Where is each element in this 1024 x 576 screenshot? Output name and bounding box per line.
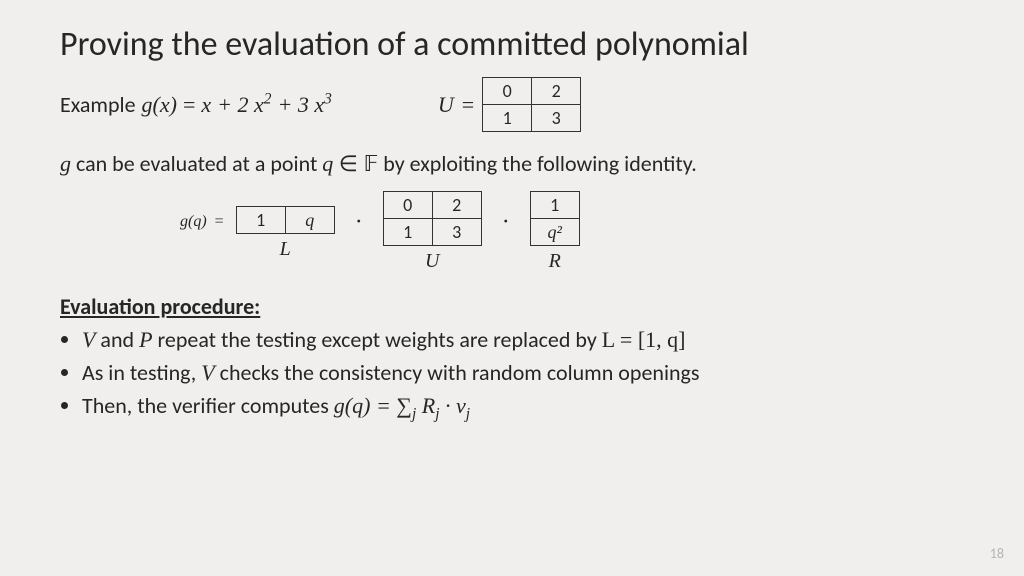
slide-title: Proving the evaluation of a committed po… bbox=[60, 24, 964, 65]
dot-1: · bbox=[347, 209, 371, 236]
R-block: 1 q² R bbox=[530, 191, 580, 273]
bullet-1: V and P repeat the testing except weight… bbox=[82, 326, 964, 353]
dot-2: · bbox=[494, 209, 518, 236]
u-equals: U = 02 13 bbox=[438, 77, 581, 132]
term3: + 3 x3 bbox=[277, 92, 331, 118]
L-matrix: 1 q bbox=[236, 206, 335, 234]
eval-sentence: g can be evaluated at a point q ∈ 𝔽 by e… bbox=[60, 150, 964, 177]
poly-lhs: g(x) bbox=[142, 92, 177, 118]
term2: + 2 x2 bbox=[217, 92, 271, 118]
U-block: 02 13 U bbox=[383, 191, 482, 273]
txt-rest: by exploiting the following identity. bbox=[378, 150, 696, 177]
identity-row: g(q) = 1 q L · 02 13 U · 1 bbox=[180, 191, 964, 273]
gq-lhs: g(q) bbox=[180, 213, 207, 231]
q-var: q bbox=[322, 151, 333, 176]
R-matrix: 1 q² bbox=[530, 191, 580, 246]
example-row: Example g(x) = x + 2 x2 + 3 x3 U = 02 13 bbox=[60, 77, 964, 132]
U-label-2: U bbox=[425, 250, 439, 273]
procedure-list: V and P repeat the testing except weight… bbox=[64, 326, 964, 419]
g-var: g bbox=[60, 151, 71, 176]
bullet-3: Then, the verifier computes g(q) = ∑j Rj… bbox=[82, 392, 964, 419]
example-prefix: Example bbox=[60, 91, 136, 118]
slide: Proving the evaluation of a committed po… bbox=[0, 0, 1024, 576]
field-F: 𝔽 bbox=[363, 151, 378, 176]
elem-of: ∈ bbox=[333, 151, 363, 176]
term1: x bbox=[201, 92, 211, 118]
equals-2: = bbox=[215, 213, 224, 231]
L-label: L bbox=[280, 238, 291, 261]
txt-mid1: can be evaluated at a point bbox=[71, 150, 322, 177]
U-matrix-2: 02 13 bbox=[383, 191, 482, 246]
L-block: 1 q L bbox=[236, 191, 335, 261]
equals: = bbox=[183, 92, 195, 118]
procedure-heading: Evaluation procedure: bbox=[60, 293, 964, 320]
R-label: R bbox=[549, 250, 561, 273]
page-number: 18 bbox=[990, 545, 1004, 562]
u-label: U bbox=[438, 92, 454, 118]
bullet-2: As in testing, V checks the consistency … bbox=[82, 359, 964, 386]
u-matrix: 02 13 bbox=[482, 77, 581, 132]
